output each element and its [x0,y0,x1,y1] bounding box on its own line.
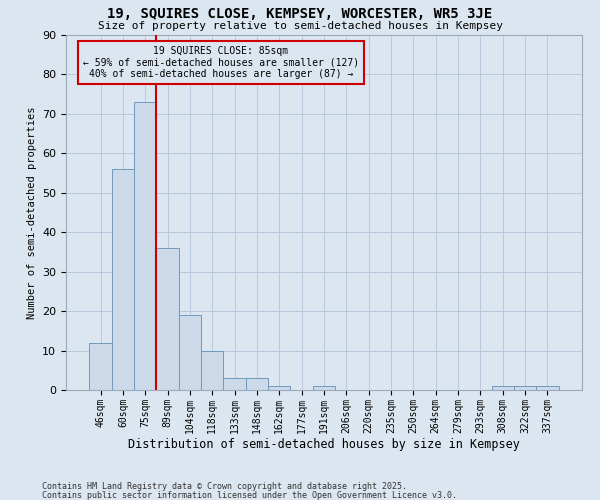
Bar [514,386,536,390]
Y-axis label: Number of semi-detached properties: Number of semi-detached properties [26,106,37,319]
Bar [89,342,112,390]
Bar [179,315,201,390]
Bar [112,169,134,390]
Bar [313,386,335,390]
X-axis label: Distribution of semi-detached houses by size in Kempsey: Distribution of semi-detached houses by … [128,438,520,452]
Bar [201,350,223,390]
Bar [491,386,514,390]
Text: Contains public sector information licensed under the Open Government Licence v3: Contains public sector information licen… [42,490,457,500]
Text: Size of property relative to semi-detached houses in Kempsey: Size of property relative to semi-detach… [97,21,503,31]
Bar [268,386,290,390]
Bar [223,378,246,390]
Bar [157,248,179,390]
Bar [536,386,559,390]
Bar [134,102,157,390]
Text: Contains HM Land Registry data © Crown copyright and database right 2025.: Contains HM Land Registry data © Crown c… [42,482,407,491]
Bar [246,378,268,390]
Text: 19 SQUIRES CLOSE: 85sqm
← 59% of semi-detached houses are smaller (127)
40% of s: 19 SQUIRES CLOSE: 85sqm ← 59% of semi-de… [83,46,359,79]
Text: 19, SQUIRES CLOSE, KEMPSEY, WORCESTER, WR5 3JE: 19, SQUIRES CLOSE, KEMPSEY, WORCESTER, W… [107,8,493,22]
